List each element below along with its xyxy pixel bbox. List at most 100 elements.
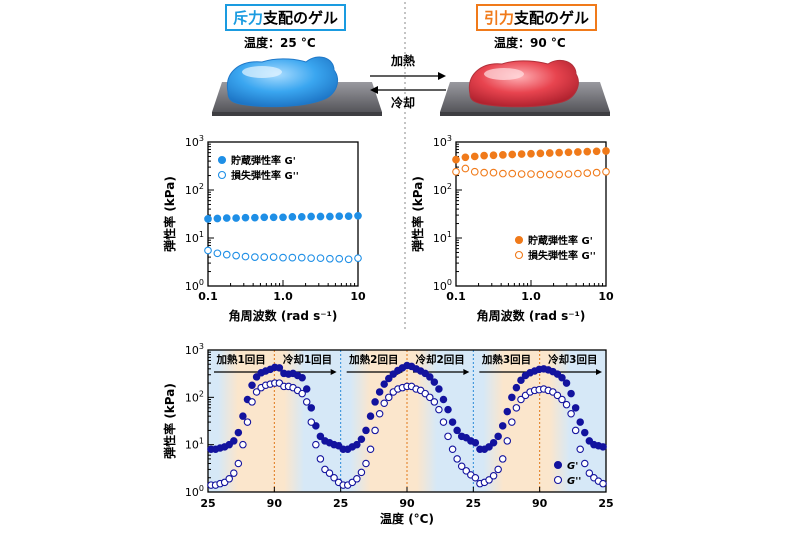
x-tick-label: 25 (333, 497, 348, 510)
storage-modulus-point (583, 147, 592, 156)
y-axis-label: 弾性率 (kPa) (162, 176, 177, 252)
storage-modulus-point (362, 426, 370, 435)
loss-modulus-point (553, 391, 562, 400)
loss-modulus-point (571, 426, 580, 435)
storage-modulus-point (426, 373, 434, 381)
segment-label: 冷却1回目 (283, 353, 332, 366)
loss-modulus-point (527, 170, 535, 178)
blue-gel-highlight (242, 66, 282, 78)
x-tick-label: 10 (350, 290, 366, 303)
loss-modulus-point (574, 169, 582, 178)
loss-modulus-point (555, 170, 563, 179)
x-tick-label: 90 (267, 497, 283, 510)
loss-modulus-point (204, 246, 212, 255)
storage-modulus-point (581, 428, 589, 437)
loss-modulus-point (252, 388, 261, 396)
legend-marker (217, 155, 227, 165)
x-tick-label: 0.1 (198, 290, 218, 303)
legend-label: 貯蔵弾性率 G' (528, 234, 593, 247)
loss-modulus-point (498, 455, 507, 463)
right-temperature: 温度：90 °C (494, 36, 566, 50)
x-axis-label: 温度 (°C) (380, 511, 434, 526)
cool-label: 冷却 (391, 96, 416, 110)
storage-modulus-point (574, 148, 582, 156)
storage-modulus-point (564, 148, 573, 157)
loss-modulus-point (567, 409, 575, 418)
storage-modulus-point (204, 215, 212, 223)
loss-modulus-point (558, 395, 566, 404)
storage-modulus-point (471, 438, 480, 447)
storage-modulus-point (366, 412, 375, 420)
storage-modulus-point (435, 385, 443, 393)
segment-label: 加熱2回目 (348, 353, 398, 366)
loss-modulus-point (297, 253, 306, 262)
blue-gel-blob (226, 56, 338, 108)
loss-modulus-point (302, 398, 311, 406)
loss-modulus-point (307, 254, 315, 263)
loss-modulus-point (385, 393, 393, 402)
y-tick-label: 103 (433, 134, 452, 149)
x-tick-label: 25 (200, 497, 215, 510)
storage-modulus-point (517, 376, 525, 384)
loss-modulus-point (564, 170, 573, 178)
y-tick-label: 100 (433, 278, 452, 293)
y-axis-label: 弾性率 (kPa) (162, 383, 177, 459)
loss-modulus-point (230, 469, 238, 477)
storage-modulus-point (545, 149, 554, 157)
loss-modulus-point (512, 404, 521, 412)
storage-modulus-point (239, 412, 247, 420)
red-gel-blob (468, 59, 579, 108)
storage-modulus-point (316, 432, 325, 441)
heat-arrow (370, 72, 446, 80)
storage-modulus-point (508, 150, 517, 159)
loss-modulus-point (357, 468, 366, 477)
loss-modulus-point (353, 475, 361, 483)
loss-modulus-point (471, 474, 480, 482)
loss-modulus-point (461, 164, 470, 173)
storage-modulus-point (354, 211, 362, 220)
repulsive-gel-illustration (212, 56, 382, 116)
storage-modulus-point (489, 151, 498, 160)
storage-modulus-point (232, 214, 240, 222)
loss-modulus-point (375, 409, 384, 418)
loss-modulus-point (344, 255, 353, 264)
loss-modulus-point (354, 254, 362, 263)
legend-marker (553, 475, 563, 485)
storage-modulus-point (275, 364, 284, 372)
storage-modulus-point (576, 418, 584, 426)
storage-modulus-point (380, 380, 388, 388)
storage-modulus-point (269, 213, 278, 222)
storage-modulus-point (307, 212, 315, 221)
loss-modulus-point (316, 455, 325, 463)
loss-modulus-point (517, 170, 526, 178)
loss-modulus-point (499, 169, 507, 178)
y-tick-label: 100 (185, 278, 204, 293)
loss-modulus-point (316, 254, 325, 263)
storage-modulus-point (558, 373, 566, 382)
loss-modulus-point (462, 467, 471, 475)
loss-modulus-point (330, 474, 338, 482)
storage-modulus-point (470, 152, 479, 161)
loss-modulus-point (457, 462, 466, 470)
loss-modulus-point (470, 167, 479, 176)
loss-modulus-point (307, 418, 316, 426)
repulsive-title-rest: 支配のゲル (263, 9, 339, 27)
segment-arrow-head (463, 369, 470, 375)
loss-modulus-point (362, 459, 370, 468)
loss-modulus-point (232, 251, 240, 260)
loss-modulus-point (562, 400, 571, 409)
storage-modulus-point (508, 393, 516, 402)
right-plate-edge (440, 112, 610, 116)
loss-modulus-point (452, 167, 460, 176)
x-tick-label: 25 (466, 497, 481, 510)
legend-label: G' (567, 461, 578, 472)
storage-modulus-point (480, 151, 488, 160)
y-tick-label: 101 (185, 437, 204, 452)
heat-label: 加熱 (391, 54, 416, 68)
x-axis-label: 角周波数 (rad s⁻¹) (229, 308, 338, 323)
x-tick-label: 10 (598, 290, 614, 303)
loss-modulus-point (439, 418, 448, 426)
y-tick-label: 103 (185, 134, 204, 149)
storage-modulus-point (279, 213, 287, 222)
storage-modulus-point (562, 379, 571, 387)
